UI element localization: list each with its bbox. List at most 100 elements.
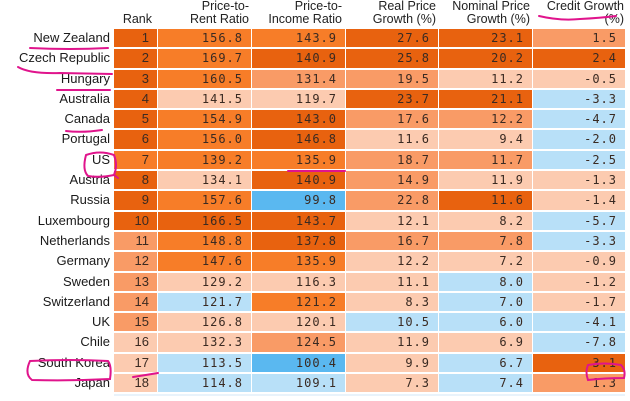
income-cell: 135.9 <box>252 150 345 170</box>
credit-cell: -1.7 <box>533 292 625 312</box>
country-label: US <box>91 151 110 167</box>
income-cell: 120.1 <box>252 313 345 332</box>
nominal-cell: 7.8 <box>439 231 532 251</box>
real-cell: 11.9 <box>346 333 438 352</box>
table-row: South Korea 17 113.5 100.4 9.9 6.7 3.1 <box>0 353 630 373</box>
rank-cell: 4 <box>114 89 157 109</box>
rank-cell: 11 <box>114 231 157 251</box>
header-nominal-line1: Nominal Price <box>452 0 530 13</box>
table-row: Japan 18 114.8 109.1 7.3 7.4 1.3 <box>0 373 630 393</box>
real-cell: 7.3 <box>346 374 438 393</box>
rank-cell: 1 <box>114 29 157 48</box>
table-row: Austria 8 134.1 140.9 14.9 11.9 -1.3 <box>0 170 630 190</box>
country-label: Czech Republic <box>18 50 110 66</box>
income-cell: 140.9 <box>252 49 345 68</box>
credit-cell: -7.8 <box>533 333 625 352</box>
nominal-cell: 11.7 <box>439 150 532 170</box>
rank-cell: 16 <box>114 333 157 352</box>
rent-cell: 134.1 <box>158 171 251 190</box>
header-real: Real Price Growth (%) <box>346 0 436 28</box>
rank-cell: 15 <box>114 313 157 332</box>
nominal-cell: 7.0 <box>439 292 532 312</box>
real-cell: 27.6 <box>346 29 438 48</box>
rent-cell: 141.5 <box>158 89 251 109</box>
income-cell: 135.9 <box>252 252 345 271</box>
nominal-cell: 21.1 <box>439 89 532 109</box>
header-income: Price-to- Income Ratio <box>252 0 342 28</box>
header-credit: Credit Growth (%) <box>533 0 624 28</box>
nominal-cell: 6.9 <box>439 333 532 352</box>
income-cell: 119.7 <box>252 89 345 109</box>
table-row: Chile 16 132.3 124.5 11.9 6.9 -7.8 <box>0 332 630 352</box>
nominal-cell: 7.2 <box>439 252 532 271</box>
credit-cell: -0.5 <box>533 69 625 88</box>
credit-cell: 1.3 <box>533 374 625 393</box>
income-cell: 146.8 <box>252 130 345 149</box>
rank-cell: 3 <box>114 69 157 88</box>
rent-cell: 169.7 <box>158 49 251 68</box>
rank-cell: 12 <box>114 252 157 271</box>
rent-cell: 148.8 <box>158 231 251 251</box>
credit-cell: -0.9 <box>533 252 625 271</box>
income-cell: 99.8 <box>252 191 345 210</box>
header-credit-line2: (%) <box>604 12 624 26</box>
rent-cell: 113.5 <box>158 353 251 373</box>
credit-cell: -3.3 <box>533 231 625 251</box>
credit-cell: -4.1 <box>533 313 625 332</box>
country-label: Chile <box>80 334 110 350</box>
table-row: Czech Republic 2 169.7 140.9 25.8 20.2 2.4 <box>0 48 630 68</box>
header-credit-line1: Credit Growth <box>546 0 624 13</box>
rank-cell: 13 <box>114 272 157 291</box>
income-cell: 100.4 <box>252 353 345 373</box>
header-rent-line1: Price-to- <box>201 0 249 13</box>
rent-cell: 126.8 <box>158 313 251 332</box>
table-row: UK 15 126.8 120.1 10.5 6.0 -4.1 <box>0 312 630 332</box>
credit-cell: -2.5 <box>533 150 625 170</box>
nominal-cell: 6.7 <box>439 353 532 373</box>
table-row: Switzerland 14 121.7 121.2 8.3 7.0 -1.7 <box>0 292 630 312</box>
country-label: Japan <box>74 375 110 391</box>
rent-cell: 147.6 <box>158 252 251 271</box>
country-label: Australia <box>59 90 110 106</box>
rank-cell: 18 <box>114 374 157 393</box>
real-cell: 18.7 <box>346 150 438 170</box>
credit-cell: -5.7 <box>533 211 625 230</box>
header-nominal-line2: Growth (%) <box>466 12 530 26</box>
credit-cell: 2.4 <box>533 49 625 68</box>
income-cell: 140.9 <box>252 171 345 190</box>
table-row: Luxembourg 10 166.5 143.7 12.1 8.2 -5.7 <box>0 211 630 231</box>
rent-cell: 156.0 <box>158 130 251 149</box>
table-row: Canada 5 154.9 143.0 17.6 12.2 -4.7 <box>0 109 630 129</box>
income-cell: 131.4 <box>252 69 345 88</box>
rent-cell: 154.9 <box>158 110 251 129</box>
nominal-cell: 7.4 <box>439 374 532 393</box>
nominal-cell: 6.0 <box>439 313 532 332</box>
credit-cell: -3.3 <box>533 89 625 109</box>
real-cell: 22.8 <box>346 191 438 210</box>
real-cell: 11.6 <box>346 130 438 149</box>
income-cell: 143.7 <box>252 211 345 230</box>
real-cell: 8.3 <box>346 292 438 312</box>
table-row: Sweden 13 129.2 116.3 11.1 8.0 -1.2 <box>0 272 630 292</box>
rent-cell: 132.3 <box>158 333 251 352</box>
country-label: Germany <box>56 253 110 269</box>
rank-cell: 7 <box>114 150 157 170</box>
income-cell: 143.9 <box>252 29 345 48</box>
rent-cell: 129.2 <box>158 272 251 291</box>
rent-cell: 166.5 <box>158 211 251 230</box>
nominal-cell: 20.2 <box>439 49 532 68</box>
nominal-cell: 11.2 <box>439 69 532 88</box>
header-rent-line2: Rent Ratio <box>189 12 249 26</box>
nominal-cell: 11.6 <box>439 191 532 210</box>
header-nominal: Nominal Price Growth (%) <box>436 0 530 28</box>
credit-cell: -2.0 <box>533 130 625 149</box>
nominal-cell: 11.9 <box>439 171 532 190</box>
country-label: Sweden <box>63 273 110 289</box>
income-cell: 116.3 <box>252 272 345 291</box>
table-row: New Zealand 1 156.8 143.9 27.6 23.1 1.5 <box>0 28 630 48</box>
rent-cell: 160.5 <box>158 69 251 88</box>
rent-cell: 114.8 <box>158 374 251 393</box>
income-cell: 143.0 <box>252 110 345 129</box>
table-row: Germany 12 147.6 135.9 12.2 7.2 -0.9 <box>0 251 630 271</box>
country-label: Canada <box>64 111 110 127</box>
